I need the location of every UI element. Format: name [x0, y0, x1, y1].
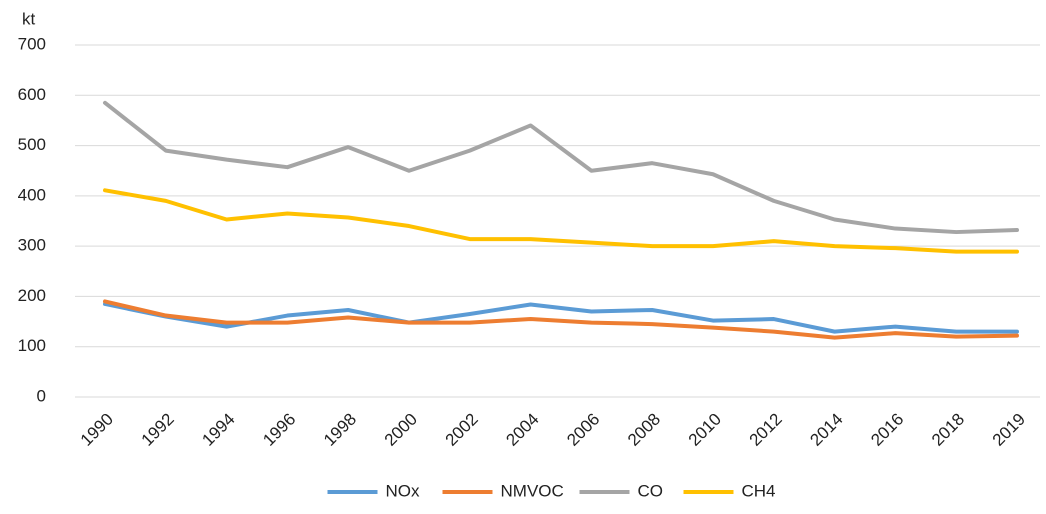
y-tick-label: 600 — [18, 85, 46, 104]
x-tick-label: 1990 — [77, 410, 117, 450]
y-tick-label: 300 — [18, 236, 46, 255]
legend-label: CH4 — [742, 481, 776, 500]
x-tick-label: 2016 — [867, 410, 907, 450]
x-tick-label: 2002 — [442, 410, 482, 450]
y-tick-label: 400 — [18, 185, 46, 204]
y-tick-label: 100 — [18, 336, 46, 355]
line-series — [103, 188, 1019, 254]
line-series — [103, 100, 1019, 235]
x-tick-label: 2012 — [746, 410, 786, 450]
line-series — [103, 301, 1019, 334]
y-tick-label: 500 — [18, 135, 46, 154]
y-axis-label: kt — [22, 9, 36, 28]
x-tick-label: 1992 — [138, 410, 178, 450]
y-tick-label: 0 — [37, 386, 46, 405]
x-tick-label: 2018 — [928, 410, 968, 450]
legend-label: NOx — [386, 481, 421, 500]
x-tick-label: 2019 — [989, 410, 1029, 450]
x-tick-label: 2008 — [624, 410, 664, 450]
x-tick-label: 1996 — [259, 410, 299, 450]
x-tick-label: 1998 — [320, 410, 360, 450]
y-tick-label: 700 — [18, 34, 46, 53]
x-tick-label: 2010 — [685, 410, 725, 450]
x-tick-label: 2014 — [806, 410, 846, 450]
y-tick-label: 200 — [18, 286, 46, 305]
x-tick-label: 2004 — [502, 410, 542, 450]
legend-label: CO — [638, 481, 664, 500]
x-tick-label: 2006 — [563, 410, 603, 450]
x-tick-label: 1994 — [198, 410, 238, 450]
x-tick-label: 2000 — [381, 410, 421, 450]
line-series — [103, 299, 1019, 340]
legend-label: NMVOC — [501, 481, 564, 500]
